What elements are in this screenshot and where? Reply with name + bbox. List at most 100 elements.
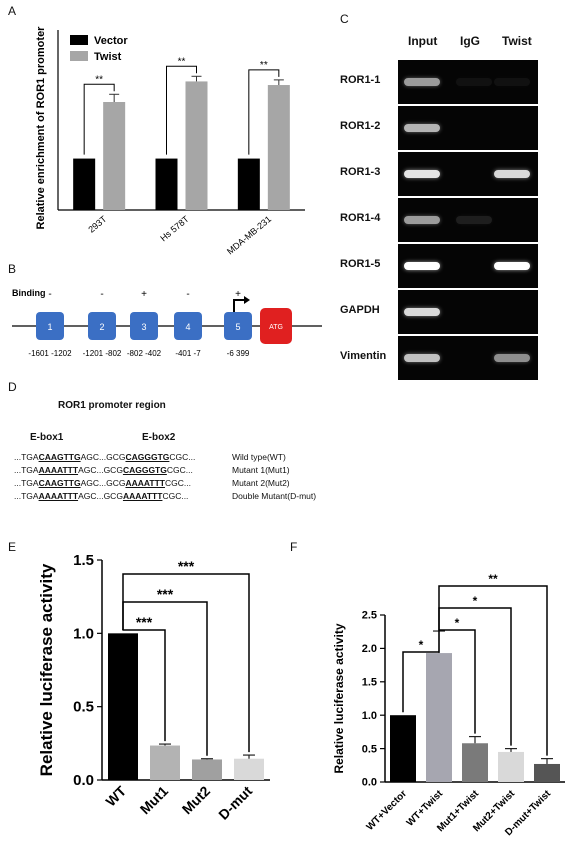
box-number: 2	[99, 322, 104, 332]
atg-label: ATG	[269, 324, 283, 331]
sequence-flank: AGC...GCG	[80, 478, 126, 488]
x-tick-label: Mut1	[137, 783, 172, 818]
gel-column-input: Input	[408, 34, 438, 48]
ebox2-label: E-box2	[142, 432, 176, 443]
y-tick-label: 1.0	[362, 710, 377, 722]
bar-twist-0	[103, 102, 126, 210]
panel-label-b: B	[8, 262, 17, 276]
comparison-bracket	[438, 585, 548, 756]
gel-band	[404, 262, 440, 270]
bar-2	[462, 743, 488, 782]
binding-marker: -	[48, 289, 51, 300]
gel-band	[404, 354, 440, 362]
gel-strip	[398, 152, 538, 196]
ebox-motif: AAAATTT	[38, 491, 79, 501]
bar-0	[108, 633, 138, 780]
position-range: -401 -7	[175, 349, 201, 358]
comparison-bracket	[122, 573, 250, 753]
gel-band	[404, 216, 440, 224]
bar-3	[234, 758, 264, 780]
gel-band	[494, 78, 530, 86]
y-tick-label: 1.5	[362, 676, 377, 688]
y-tick-label: 2.0	[362, 643, 377, 655]
box-number: 4	[185, 322, 190, 332]
position-range: -6 399	[227, 349, 250, 358]
y-tick-label: 1.0	[73, 625, 94, 642]
y-tick-label: 2.5	[362, 610, 377, 622]
legend-label-0: Vector	[94, 35, 128, 47]
y-axis-label: Relative luciferase activity	[37, 563, 56, 776]
significance-bracket	[83, 83, 115, 155]
box-number: 1	[47, 322, 52, 332]
gel-band	[494, 170, 530, 178]
box-number: 3	[141, 322, 146, 332]
sequence-variant-label: Mutant 2(Mut2)	[232, 478, 290, 488]
gel-column-twist: Twist	[502, 34, 532, 48]
sequence-row: ...TGACAAGTTGAGC...GCGAAAATTTCGC...	[14, 478, 191, 488]
legend-swatch-0	[70, 35, 88, 45]
exon-box-1	[36, 312, 64, 340]
binding-marker: +	[235, 289, 241, 300]
gel-strip	[398, 290, 538, 334]
bar-1	[150, 745, 180, 780]
ebox-motif: CAAGTTG	[38, 452, 81, 462]
comparison-label: *	[419, 638, 424, 652]
bar-vector-2	[237, 158, 260, 210]
x-tick-label: 293T	[86, 214, 109, 235]
gel-row-label: ROR1-3	[340, 166, 381, 178]
comparison-label: ***	[157, 586, 174, 602]
gel-column-headers: Input IgG Twist	[400, 34, 570, 54]
ebox-motif: AAAATTT	[38, 465, 79, 475]
gel-band	[494, 354, 530, 362]
gel-band	[456, 216, 492, 224]
binding-marker: +	[141, 289, 147, 300]
gel-row-label: GAPDH	[340, 304, 380, 316]
bar-vector-1	[155, 158, 178, 210]
exon-box-3	[130, 312, 158, 340]
tss-arrow-icon	[233, 299, 244, 312]
exon-box-2	[88, 312, 116, 340]
bar-2	[192, 759, 222, 780]
gel-strip	[398, 336, 538, 380]
sequence-panel: ROR1 promoter region E-box1 E-box2 ...TGACA…	[0, 380, 571, 530]
gel-strip	[398, 106, 538, 150]
bar-twist-1	[185, 81, 208, 210]
significance-label: **	[260, 60, 268, 71]
sequence-row: ...TGACAAGTTGAGC...GCGCAGGGTGCGC...	[14, 452, 195, 462]
x-tick-label: WT	[102, 782, 129, 809]
bar-0	[390, 715, 416, 782]
gel-strip	[398, 60, 538, 104]
exon-box-5	[224, 312, 252, 340]
comparison-bracket	[438, 628, 476, 734]
gel-column-igg: IgG	[460, 34, 480, 48]
panel-label-f: F	[290, 540, 298, 554]
gel-band	[456, 78, 492, 86]
sequence-row: ...TGAAAAATTTAGC...GCGCAGGGTGCGC...	[14, 465, 193, 475]
sequence-flank: AGC...GCG	[80, 452, 126, 462]
ebox1-label: E-box1	[30, 432, 64, 443]
panel-label-c: C	[340, 12, 349, 26]
panel-label-a: A	[8, 4, 17, 18]
sequence-title: ROR1 promoter region	[58, 400, 166, 411]
gel-strip	[398, 198, 538, 242]
exon-box-4	[174, 312, 202, 340]
sequence-flank: AGC...GCG	[78, 465, 123, 475]
gel-row-label: Vimentin	[340, 350, 387, 362]
binding-label: Binding	[12, 288, 46, 298]
x-tick-label: Mut2	[179, 783, 214, 818]
ebox-motif: CAGGGTG	[122, 465, 167, 475]
significance-bracket	[248, 69, 280, 155]
y-tick-label: 0.5	[362, 743, 377, 755]
sequence-flank: CGC...	[166, 465, 193, 475]
chart-a: Relative enrichment of ROR1 promoter ** 29…	[35, 26, 305, 257]
ebox-motif: CAGGGTG	[125, 452, 170, 462]
gel-band	[404, 78, 440, 86]
sequence-row: ...TGAAAAATTTAGC...GCGAAAATTTCGC...	[14, 491, 188, 501]
comparison-label: ***	[178, 558, 195, 574]
sequence-flank: CGC...	[162, 491, 189, 501]
panel-label-e: E	[8, 540, 17, 554]
sequence-flank: ...TGA	[14, 491, 39, 501]
position-range: -1201 -802	[83, 349, 122, 358]
binding-marker: -	[100, 289, 103, 300]
sequence-flank: CGC...	[164, 478, 191, 488]
